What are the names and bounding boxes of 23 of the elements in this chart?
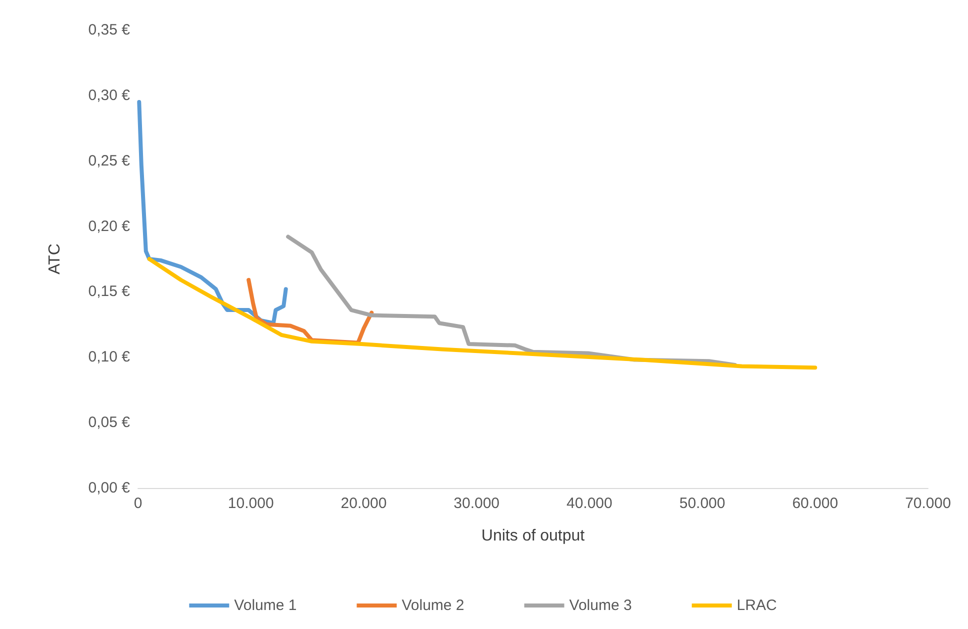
x-axis-title: Units of output: [481, 528, 586, 544]
legend-label: Volume 1: [234, 597, 297, 614]
y-tick-label: 0,10 €: [88, 348, 131, 366]
y-tick-label: 0,30 €: [88, 86, 131, 104]
y-tick-label: 0,15 €: [88, 283, 131, 300]
y-tick-label: 0,20 €: [88, 218, 131, 235]
x-tick-label: 40.000: [566, 495, 612, 512]
x-tick-label: 70.000: [905, 495, 951, 512]
legend-label: LRAC: [736, 597, 777, 614]
x-tick-label: 20.000: [340, 495, 387, 512]
y-tick-label: 0,05 €: [88, 414, 131, 432]
line-series: [147, 257, 818, 370]
y-tick-label: 0,35 €: [88, 22, 131, 38]
x-tick-label: 60.000: [792, 495, 838, 512]
y-tick-label: 0,00 €: [88, 480, 131, 496]
x-tick-label: 30.000: [454, 495, 500, 512]
x-tick-label: 50.000: [679, 495, 726, 512]
y-tick-label: 0,25 €: [88, 152, 131, 170]
x-tick-label: 10.000: [228, 495, 274, 512]
legend-label: Volume 3: [569, 597, 632, 614]
legend-label: Volume 2: [402, 597, 464, 614]
y-axis-title: ATC: [46, 244, 64, 274]
x-tick-label: 0: [134, 495, 142, 512]
